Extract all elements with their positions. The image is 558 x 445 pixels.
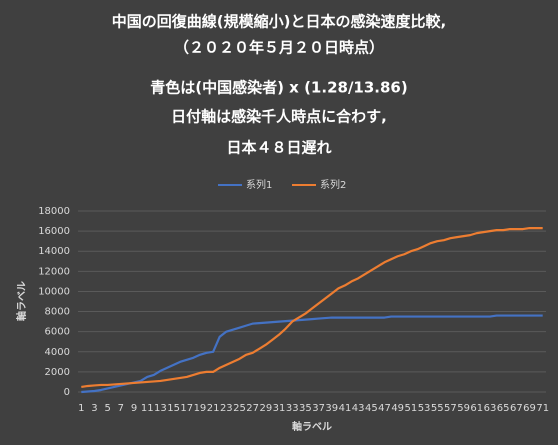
x-tick-label: 21 — [207, 403, 220, 414]
x-tick-label: 9 — [131, 403, 137, 414]
x-tick-label: 55 — [431, 403, 444, 414]
chart-title: 中国の回復曲線(規模縮小)と日本の感染速度比較, — [112, 13, 446, 31]
x-axis-title: 軸ラベル — [292, 420, 332, 433]
y-tick-label: 8000 — [45, 307, 70, 318]
x-tick-label: 59 — [457, 403, 470, 414]
chart-title: 日本４８日遅れ — [226, 139, 331, 157]
x-tick-label: 7 — [118, 403, 124, 414]
y-tick-label: 10000 — [38, 286, 70, 297]
chart-title: （２０２０年５月２０日時点） — [174, 39, 384, 57]
x-tick-label: 41 — [339, 403, 352, 414]
x-tick-label: 61 — [470, 403, 483, 414]
x-tick-label: 33 — [286, 403, 299, 414]
x-tick-label: 11 — [141, 403, 154, 414]
y-tick-label: 12000 — [38, 266, 70, 277]
x-tick-label: 17 — [180, 403, 193, 414]
x-tick-label: 37 — [312, 403, 325, 414]
series-line — [81, 226, 543, 389]
x-tick-label: 29 — [259, 403, 272, 414]
x-tick-label: 39 — [325, 403, 338, 414]
x-tick-label: 47 — [378, 403, 391, 414]
x-tick-label: 65 — [497, 403, 510, 414]
x-tick-label: 15 — [167, 403, 180, 414]
x-tick-label: 49 — [391, 403, 404, 414]
x-tick-label: 63 — [484, 403, 497, 414]
legend-label: 系列2 — [320, 178, 346, 191]
x-tick-label: 67 — [510, 403, 523, 414]
x-tick-label: 43 — [352, 403, 365, 414]
y-tick-label: 16000 — [38, 226, 70, 237]
y-tick-label: 14000 — [38, 246, 70, 257]
x-tick-label: 1 — [78, 403, 84, 414]
x-tick-label: 51 — [405, 403, 418, 414]
x-tick-label: 3 — [91, 403, 97, 414]
x-tick-label: 25 — [233, 403, 246, 414]
x-tick-label: 35 — [299, 403, 312, 414]
y-axis-title: 軸ラベル — [15, 281, 28, 321]
x-tick-label: 5 — [104, 403, 110, 414]
y-tick-label: 18000 — [38, 206, 70, 217]
chart-title: 青色は(中国感染者) x (1.28/13.86) — [150, 79, 407, 97]
x-tick-label: 19 — [194, 403, 207, 414]
x-tick-label: 27 — [246, 403, 259, 414]
y-tick-label: 6000 — [45, 327, 70, 338]
x-tick-label: 13 — [154, 403, 167, 414]
x-tick-label: 31 — [273, 403, 286, 414]
y-tick-label: 0 — [64, 387, 70, 398]
x-tick-label: 53 — [418, 403, 431, 414]
x-tick-label: 71 — [536, 403, 549, 414]
y-tick-label: 4000 — [45, 347, 70, 358]
chart-title: 日付軸は感染千人時点に合わす, — [171, 108, 387, 126]
x-tick-label: 57 — [444, 403, 457, 414]
legend-label: 系列1 — [246, 178, 272, 191]
y-tick-label: 2000 — [45, 367, 70, 378]
x-tick-label: 23 — [220, 403, 233, 414]
x-tick-label: 69 — [523, 403, 536, 414]
series-line — [81, 314, 543, 394]
x-tick-label: 45 — [365, 403, 378, 414]
